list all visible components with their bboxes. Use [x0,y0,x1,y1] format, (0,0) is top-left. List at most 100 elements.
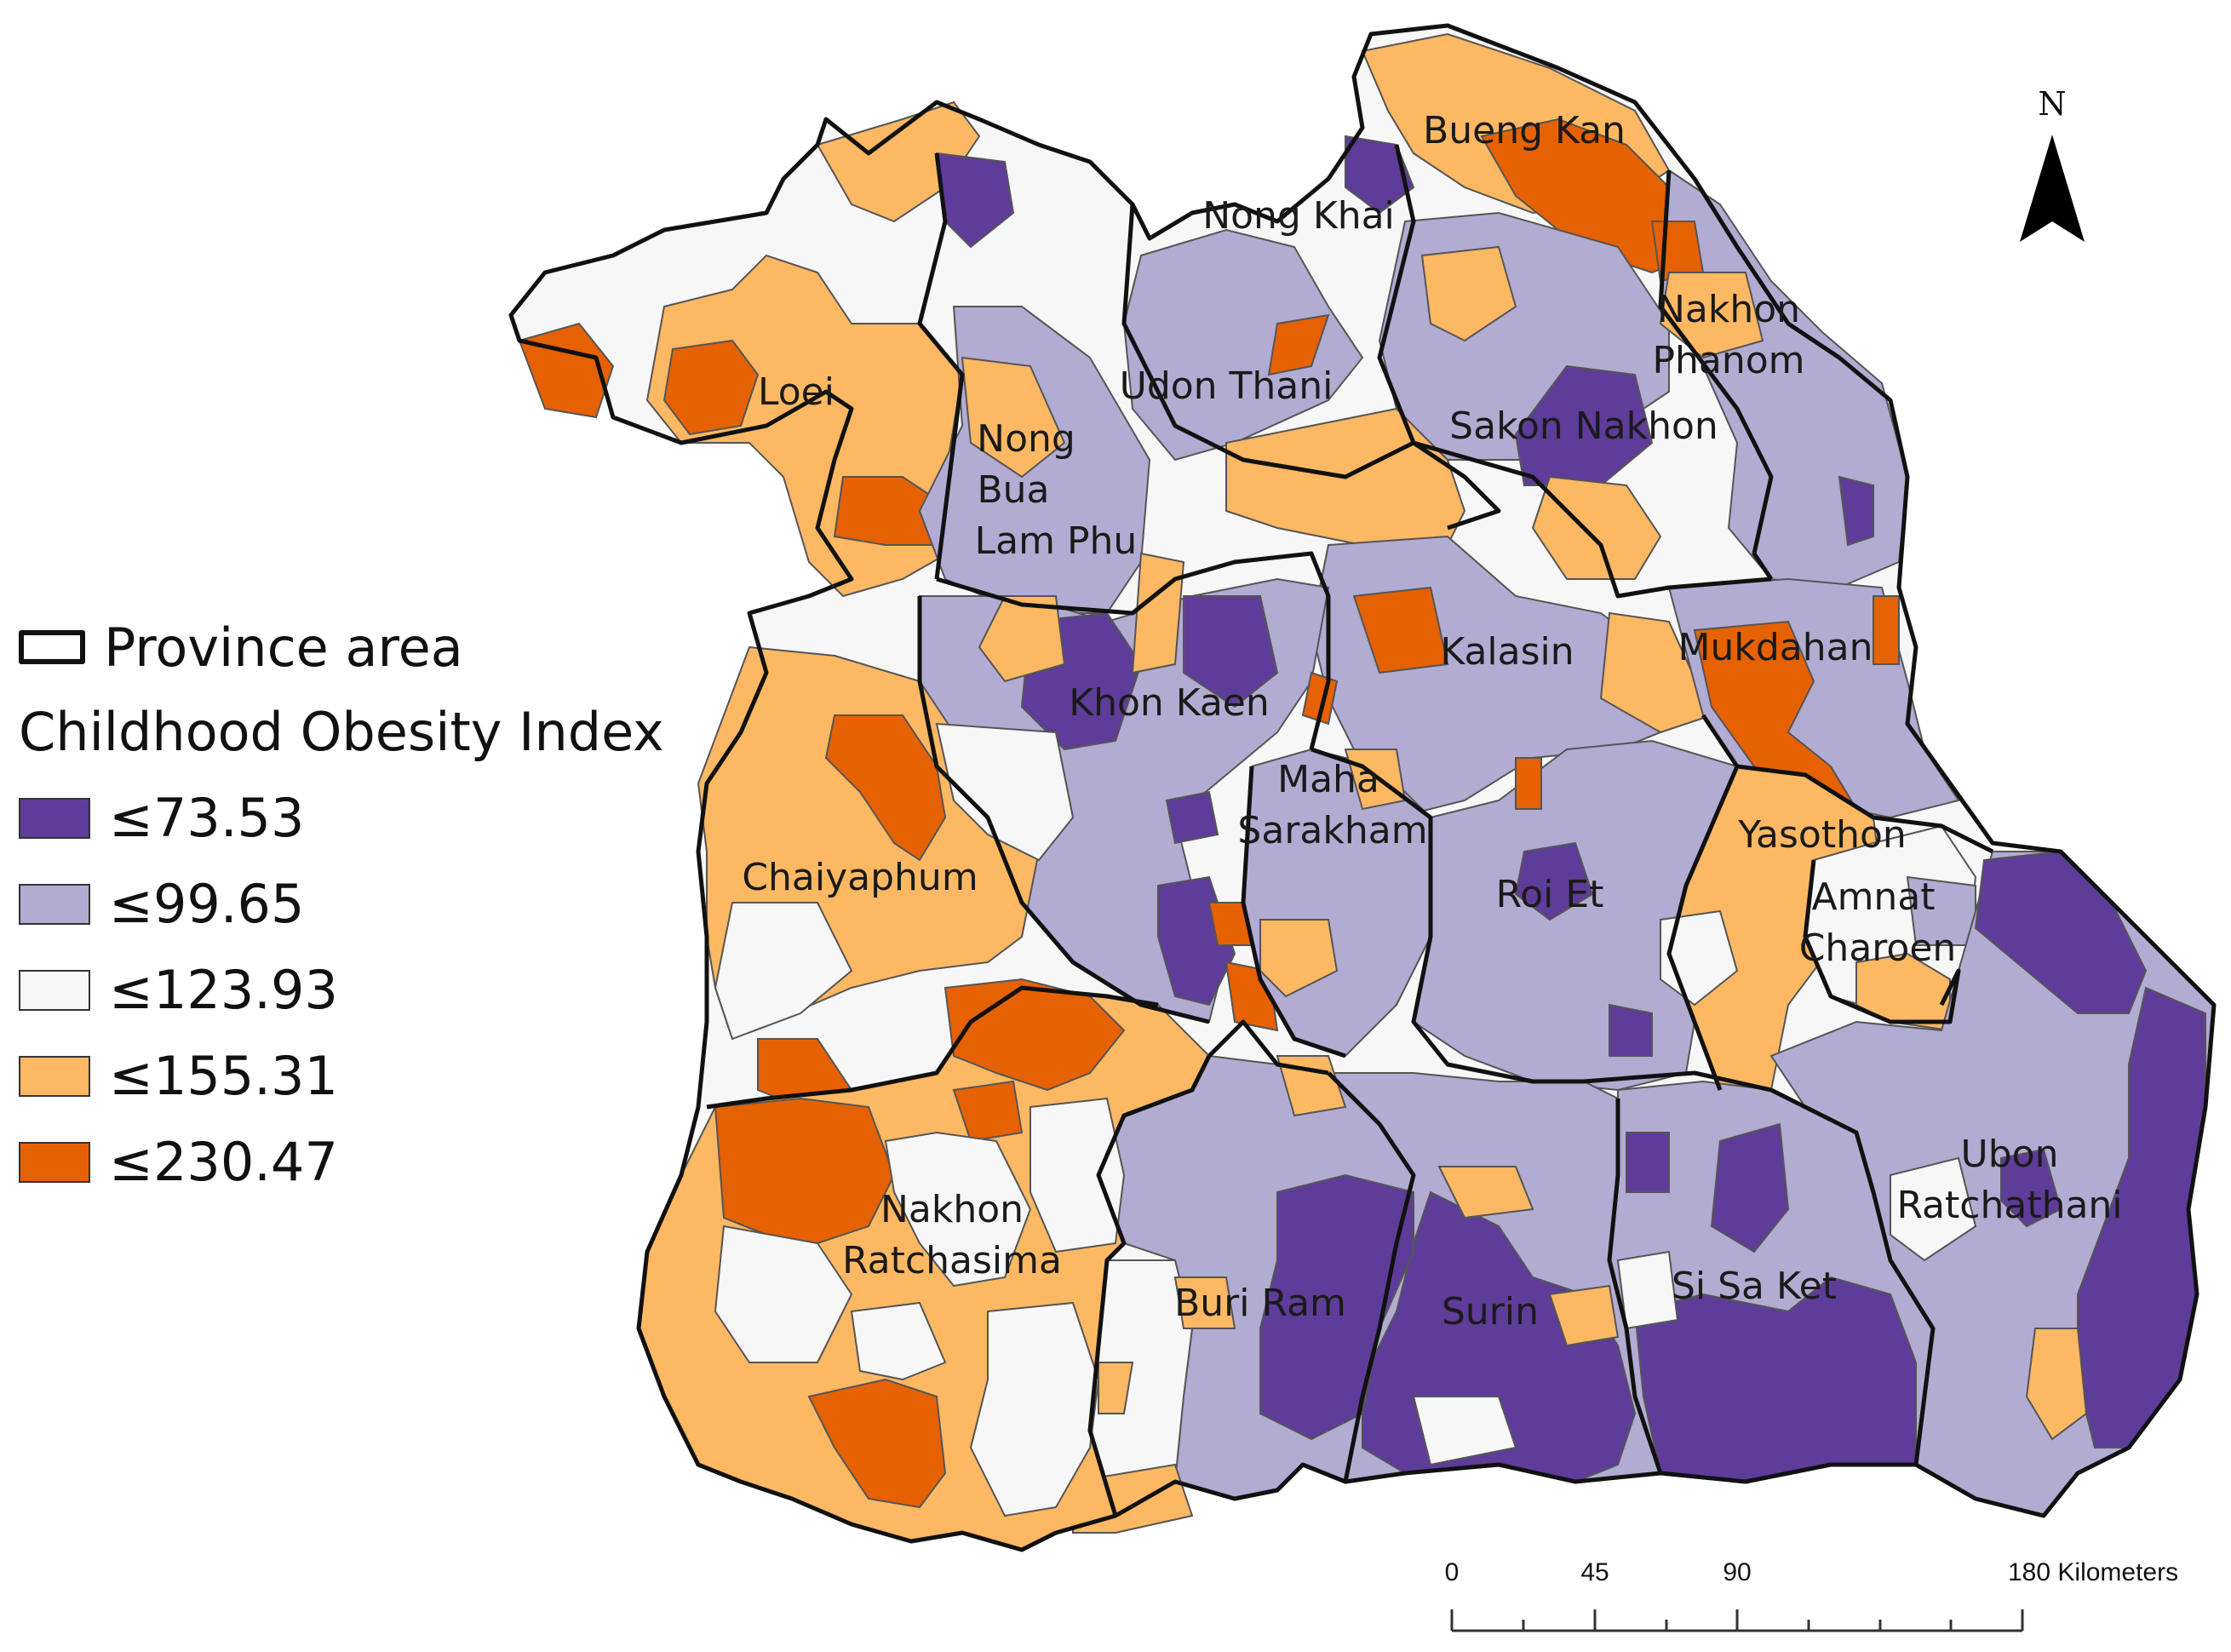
outline-inner [1769,1087,1936,1466]
north-arrow-icon [2020,135,2085,242]
north-arrow: N [2010,85,2095,255]
label-yasothon: Yasothon [1737,813,1907,857]
label-mukdahan: Mukdahan [1678,626,1873,669]
label-nong-bua-1: Nong [977,417,1075,461]
district [978,595,1066,683]
outline-inner [1310,747,1772,1093]
district [1098,1362,1134,1414]
label-nong-khai: Nong Khai [1202,194,1395,238]
label-nakhon-phanom-2: Phanom [1652,339,1804,382]
outline-inner [917,152,965,580]
label-nakhon-phanom-1: Nakhon [1657,288,1800,331]
label-amnat-1: Amnat [1811,875,1935,919]
legend-class-row: ≤123.93 [19,947,664,1033]
outline-inner [1803,859,1961,1024]
label-nong-bua-2: Bua [977,468,1049,512]
district [824,714,947,862]
district [1352,586,1449,674]
legend-class-label: ≤155.31 [109,1045,338,1107]
district [1548,1284,1620,1347]
legend-swatch [19,969,90,1011]
outline-inner [1658,169,1774,581]
legend-class-label: ≤73.53 [109,787,305,849]
province-labels: Bueng Kan Nong Khai Nakhon Phanom Udon T… [742,109,2122,1334]
district [1693,620,1858,819]
label-bueng-kan: Bueng Kan [1423,109,1626,152]
province-outlines [508,23,2217,1552]
district [1531,475,1662,580]
north-label: N [2038,85,2067,123]
district [1514,841,1594,921]
district [714,1097,896,1245]
label-amnat-2: Charoen [1799,926,1957,970]
district [884,1131,1032,1288]
district [1710,1122,1790,1253]
label-khon-kaen: Khon Kaen [1069,681,1270,725]
legend-class-row: ≤230.47 [19,1119,664,1205]
label-maha-2: Sarakham [1237,809,1427,852]
label-surin: Surin [1442,1290,1539,1334]
legend-class-label: ≤99.65 [109,873,305,935]
district [714,1225,853,1363]
district [1626,1132,1670,1193]
label-roi-et: Roi Et [1496,873,1604,916]
legend-class-row: ≤99.65 [19,861,664,947]
outline-inner [1207,1019,1329,1076]
legend-class-label: ≤230.47 [109,1131,338,1193]
legend-swatch [19,883,90,925]
district [1838,475,1874,547]
label-nong-bua-3: Lam Phu [975,519,1138,563]
legend-class-label: ≤123.93 [109,959,338,1021]
district [1165,790,1219,845]
district [952,1080,1024,1143]
scale-bar: 0 45 90 180 Kilometers [1414,1558,2231,1652]
legend-swatch [19,1055,90,1097]
district [1633,1276,1917,1483]
district [1029,1097,1126,1253]
district [1173,1276,1236,1329]
district [714,902,853,1041]
district [850,1301,947,1381]
district [1412,1396,1517,1466]
outline-inner [1121,204,1501,531]
outline-inner [917,596,1210,1024]
label-nakhon-r-1: Nakhon [880,1188,1024,1231]
legend-class-row: ≤73.53 [19,775,664,861]
outline-inner [1736,764,1994,854]
district [935,722,1075,862]
label-maha-1: Maha [1277,758,1379,801]
scale-tick-label: 0 [1444,1558,1460,1586]
label-ubon-2: Ratchathani [1896,1184,2122,1227]
province-area-label: Province area [104,616,463,679]
district [1131,552,1185,674]
legend-swatch [19,797,90,839]
district [1873,595,1900,665]
district [1122,228,1364,462]
label-sakon-nakhon: Sakon Nakhon [1449,404,1718,448]
label-si-sa-ket: Si Sa Ket [1672,1265,1837,1308]
outline-inner [1377,144,1772,599]
district [807,1378,947,1509]
outline-inner [1666,714,1740,1091]
outline-inner [1327,1071,1416,1483]
outline-inner [1241,766,1346,1058]
district [1890,1156,1977,1262]
district [1599,611,1713,734]
legend-class-row: ≤155.31 [19,1033,664,1119]
label-nakhon-r-2: Ratchasima [842,1239,1062,1282]
district [1259,1173,1414,1441]
legend-title: Childhood Obesity Index [19,701,664,763]
label-chaiyaphum: Chaiyaphum [742,856,978,899]
province-area-swatch [19,630,85,664]
outline-inner [1087,1054,1212,1517]
scale-tick-label: 45 [1580,1558,1609,1586]
district-polygons [509,24,2216,1552]
scale-tick-label: 90 [1723,1558,1752,1586]
district [1659,272,1764,359]
district [1259,919,1339,998]
outline-inner [706,985,1159,1110]
district [2000,1148,2062,1228]
district [1420,245,1517,342]
legend: Province area Childhood Obesity Index ≤7… [19,605,664,1205]
